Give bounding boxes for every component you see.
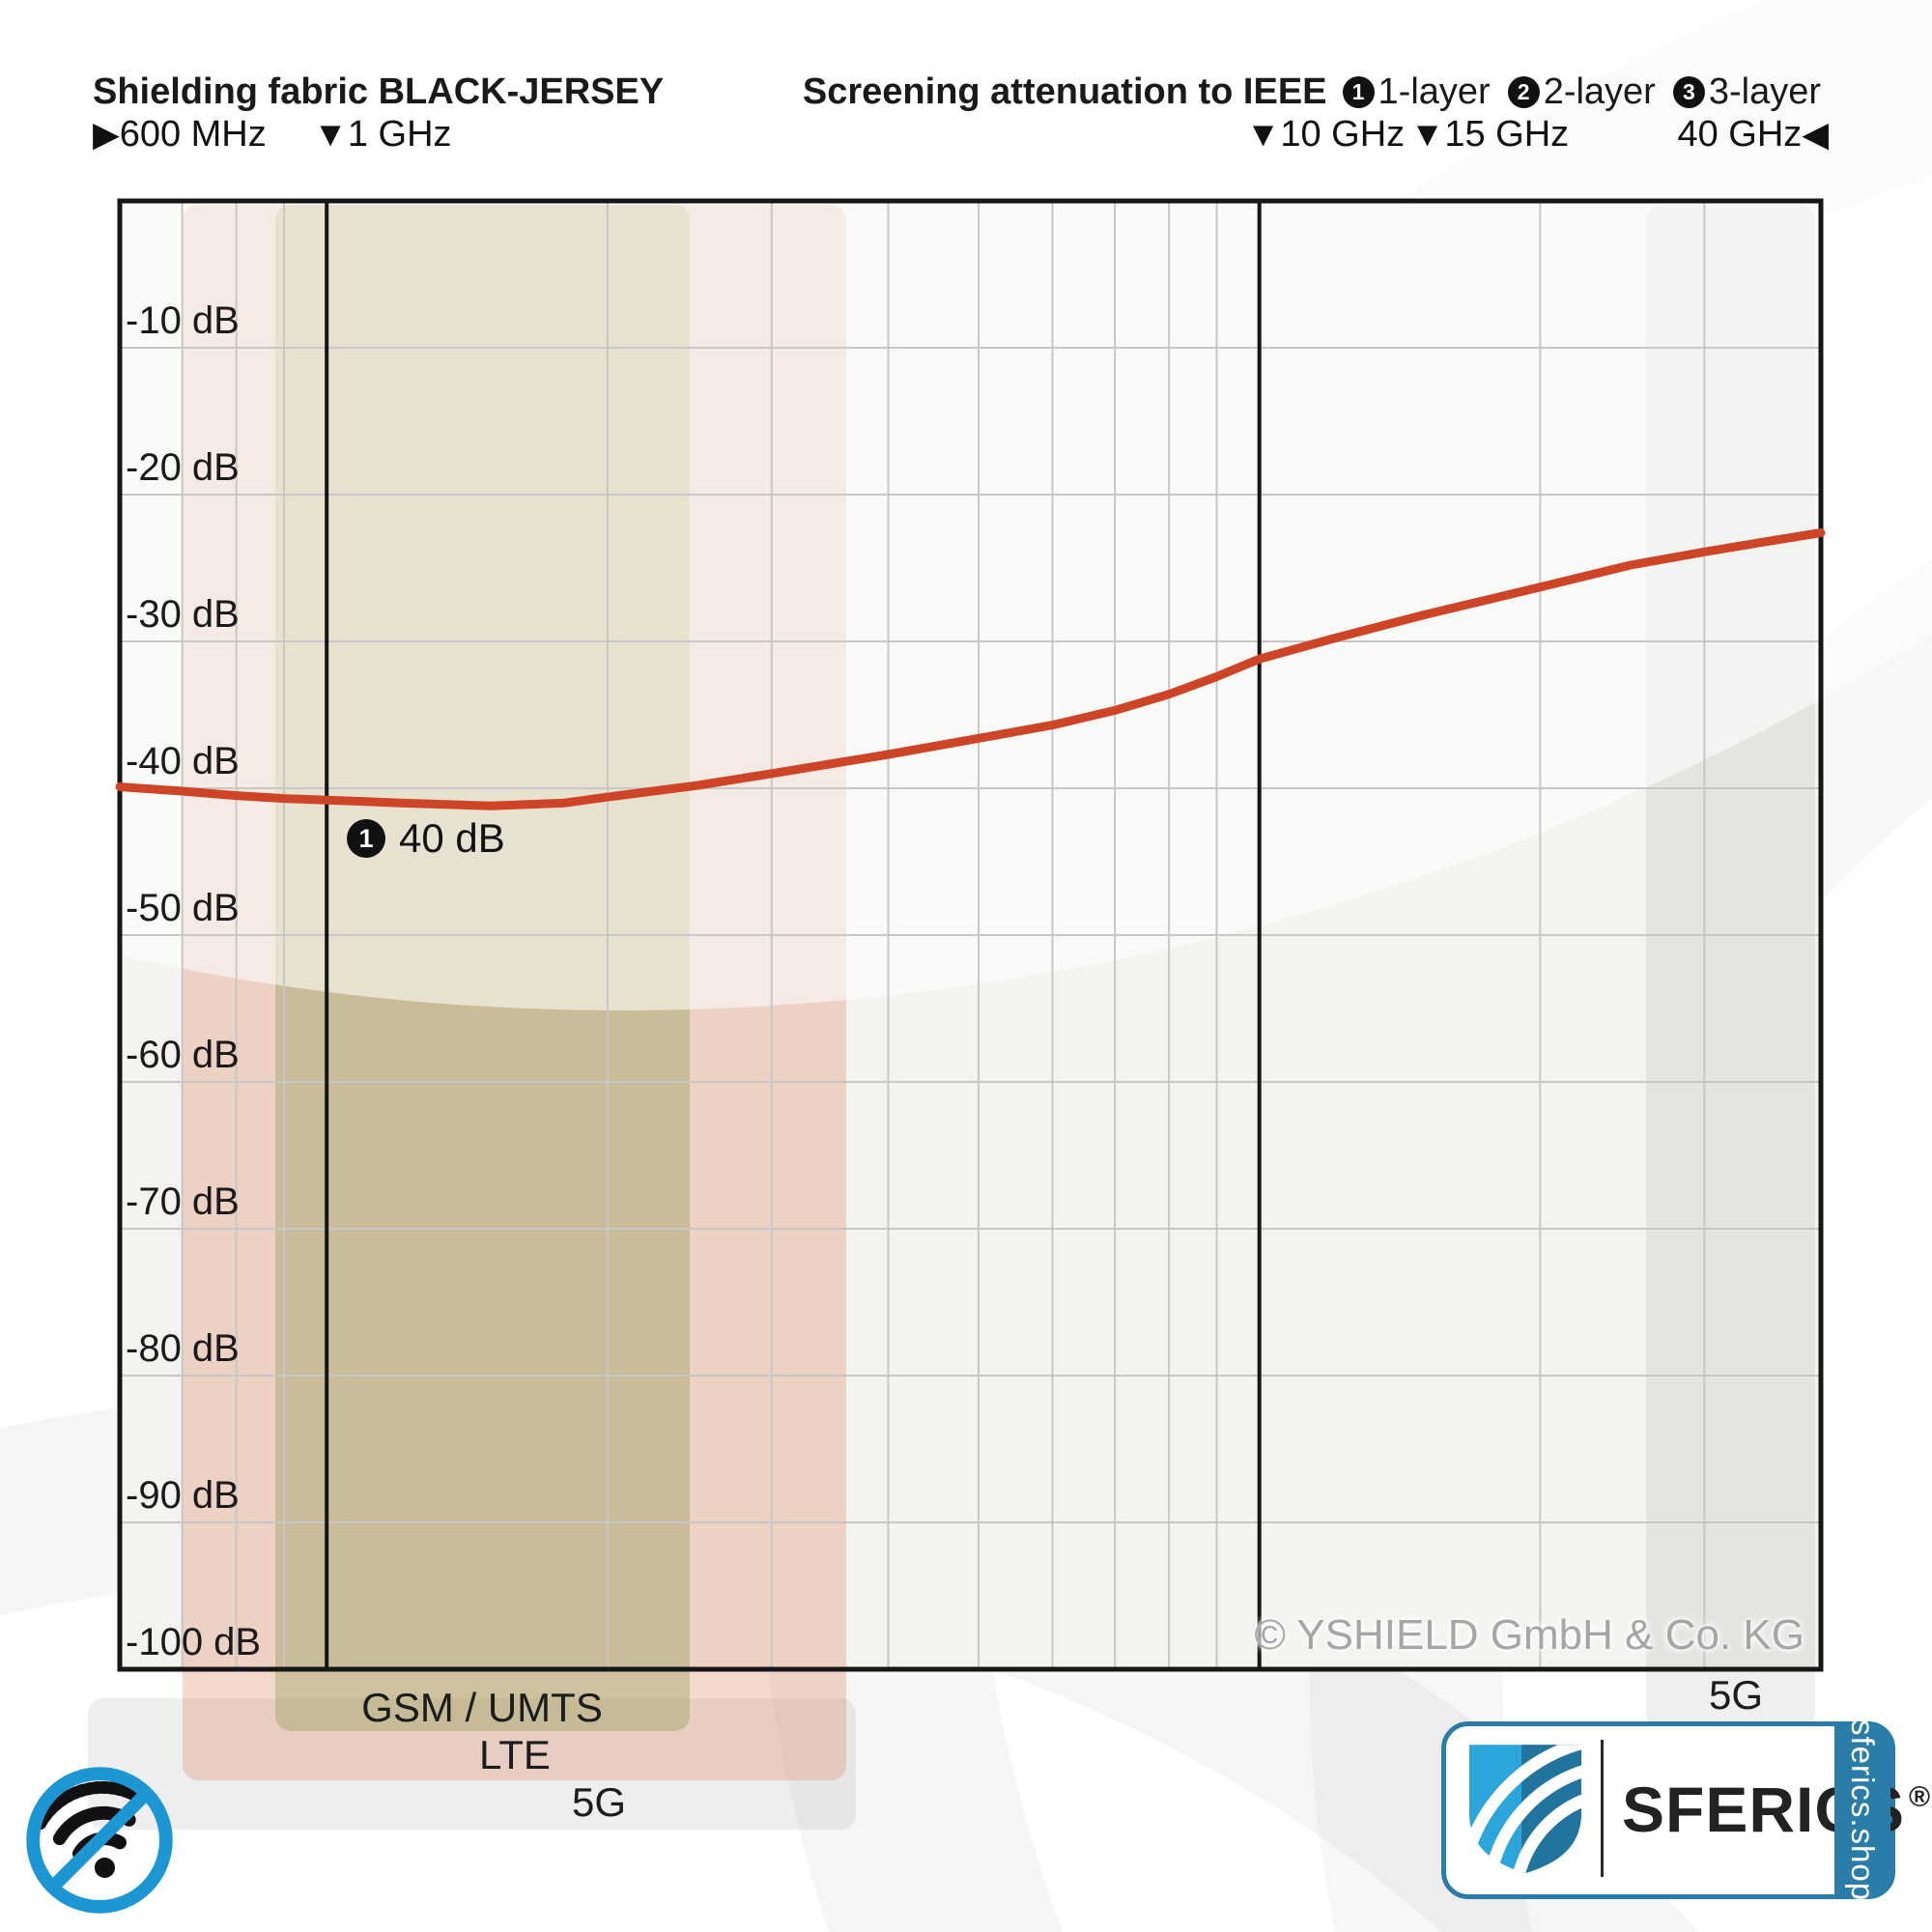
band-label-gsm-umts: GSM / UMTS: [361, 1685, 603, 1730]
legend-item-1-layer: 1 1-layer: [1342, 71, 1491, 113]
legend-label: 1-layer: [1378, 71, 1491, 112]
legend-circle-1-icon: 1: [1342, 76, 1375, 108]
page-title: Shielding fabric BLACK-JERSEY: [93, 71, 665, 112]
copyright-watermark: © YSHIELD GmbH & Co. KG: [1254, 1611, 1804, 1659]
y-axis-label: -30 dB: [126, 593, 240, 636]
chart-subtitle: Screening attenuation to IEEE 1 1-layer 2 2…: [803, 71, 1821, 113]
freq-marker-1-ghz: ▼1 GHz: [313, 114, 452, 155]
annotation-value: 40 dB: [399, 815, 505, 861]
freq-marker-10-ghz: ▼10 GHz: [1245, 114, 1406, 155]
freq-marker-600-mhz: ▶600 MHz: [93, 114, 267, 155]
series-1-marker-icon: 1: [347, 819, 385, 858]
y-axis-label: -40 dB: [126, 740, 240, 782]
y-axis-label: -60 dB: [126, 1034, 240, 1076]
legend-label: 3-layer: [1708, 71, 1821, 112]
plot-border: [117, 198, 1824, 1672]
shield-icon: [1468, 1745, 1582, 1874]
band-label-lte: LTE: [479, 1732, 551, 1777]
freq-marker-15-ghz: ▼15 GHz: [1409, 114, 1570, 155]
band-label-fiveg-high: 5G: [1708, 1672, 1764, 1718]
down-arrow-icon: ▼: [1409, 114, 1445, 154]
left-arrow-icon: ◀: [1802, 114, 1829, 154]
down-arrow-icon: ▼: [313, 114, 348, 154]
sferics-logo[interactable]: SFERICS ® sferics.shop: [1441, 1719, 1930, 1901]
subtitle-text: Screening attenuation to IEEE: [802, 71, 1327, 112]
wifi-off-icon: [21, 1762, 178, 1918]
shop-url[interactable]: sferics.shop: [1845, 1719, 1881, 1902]
band-fiveg-low: [88, 1698, 856, 1830]
y-axis-label: -70 dB: [126, 1180, 240, 1223]
curve-1-layer: [115, 528, 1826, 810]
layer-legend: 1 1-layer 2 2-layer 3 3-layer: [1342, 71, 1821, 113]
y-axis-label: -20 dB: [126, 446, 240, 489]
y-axis-label: -100 dB: [126, 1621, 262, 1663]
y-axis-label: -50 dB: [126, 887, 240, 929]
registered-mark: ®: [1909, 1781, 1932, 1813]
legend-item-3-layer: 3 3-layer: [1672, 71, 1821, 113]
down-arrow-icon: ▼: [1245, 114, 1281, 154]
y-axis-label: -90 dB: [126, 1474, 240, 1517]
legend-label: 2-layer: [1543, 71, 1656, 112]
y-axis-label: -80 dB: [126, 1327, 240, 1370]
right-arrow-icon: ▶: [93, 114, 120, 154]
logo-side-column: sferics.shop: [1834, 1719, 1890, 1901]
legend-circle-2-icon: 2: [1507, 76, 1540, 108]
band-label-fiveg-low: 5G: [571, 1779, 627, 1825]
logo-divider: [1601, 1740, 1604, 1877]
legend-item-2-layer: 2 2-layer: [1507, 71, 1656, 113]
curve-annotation: 1 40 dB: [347, 815, 505, 862]
y-axis-label: -10 dB: [126, 299, 240, 342]
legend-circle-3-icon: 3: [1672, 76, 1705, 108]
freq-marker-40-ghz: 40 GHz◀: [1677, 114, 1829, 155]
